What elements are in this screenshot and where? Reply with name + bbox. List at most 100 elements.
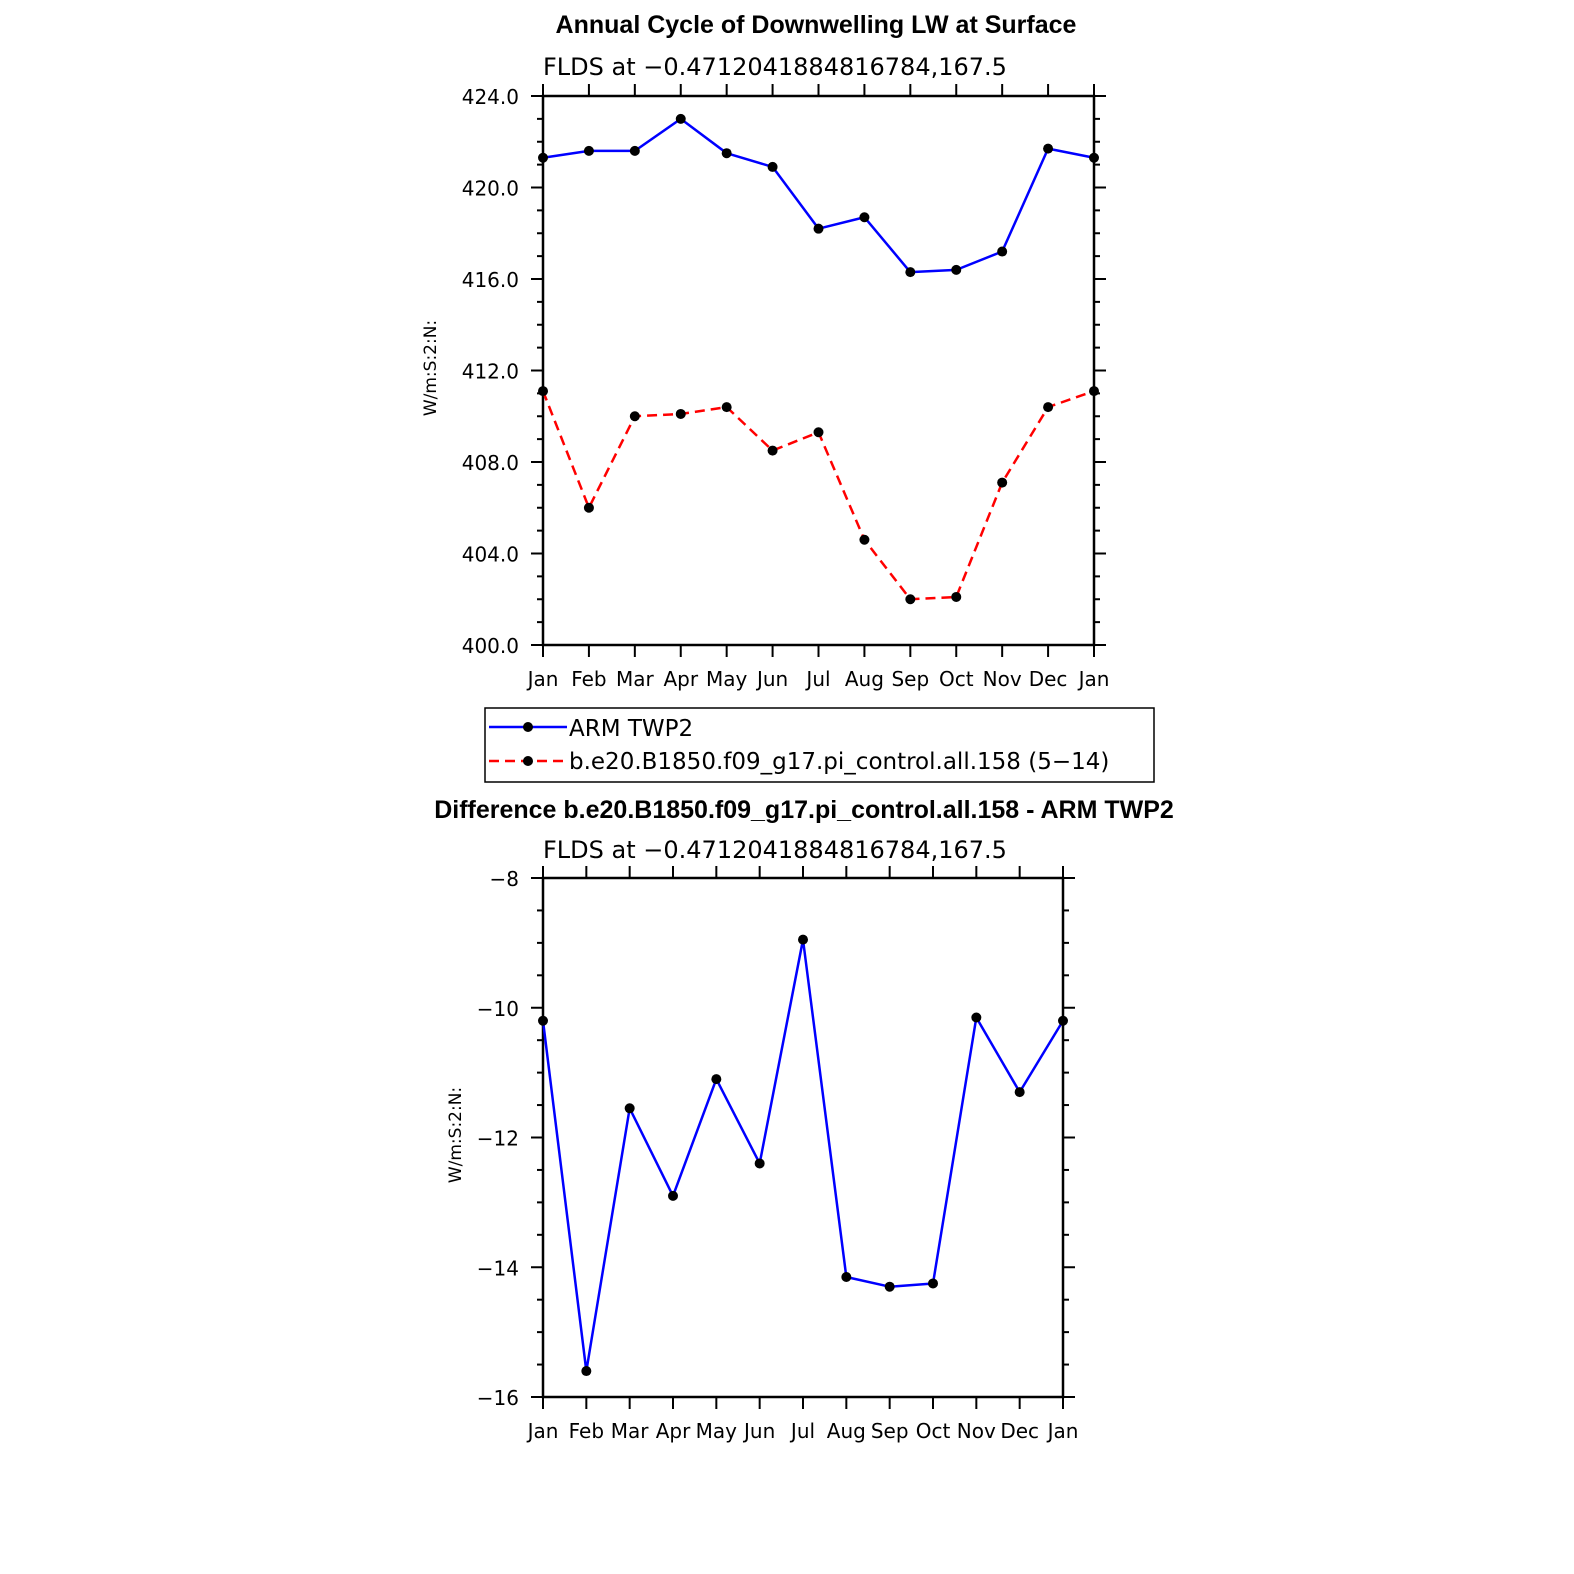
legend-marker-model [523, 756, 533, 766]
chart2-x-tick-label: Jul [789, 1419, 815, 1443]
chart2-series-0-point [971, 1012, 982, 1023]
chart1-series-1-point [1043, 402, 1054, 413]
chart2-series-0-point [668, 1190, 678, 1201]
chart1-x-tick-label: Oct [939, 667, 974, 691]
chart1-y-tick-label: 412.0 [462, 360, 519, 384]
chart1-series-0-point [905, 267, 916, 278]
chart2-x-tick-label: Mar [611, 1419, 650, 1443]
chart1-x-tick-label: Jan [1077, 667, 1110, 691]
chart2-series-0-point [538, 1015, 548, 1026]
chart2-title: Difference b.e20.B1850.f09_g17.pi_contro… [434, 796, 1174, 824]
chart1-series-0-point [951, 264, 962, 275]
chart1-plot-frame [541, 94, 1096, 647]
chart1-subtitle: FLDS at −0.4712041884816784,167.5 [543, 53, 1007, 81]
chart1-series-1-point [767, 445, 778, 456]
chart2-series-0-point [841, 1271, 852, 1282]
chart2-series-0-point [1014, 1087, 1025, 1098]
chart2-x-tick-label: Sep [871, 1419, 909, 1443]
chart1-y-axis-label: W/m:S:2:N: [421, 320, 441, 416]
chart1-x-tick-label: Dec [1029, 667, 1068, 691]
chart2-y-tick-label: −10 [477, 997, 519, 1021]
chart1-y-tick-label: 404.0 [462, 543, 519, 567]
chart1-series-0-point [721, 148, 732, 159]
chart2-x-tick-label: Jan [1046, 1419, 1079, 1443]
chart1-x-tick-label: Feb [571, 667, 606, 691]
chart1-x-tick-label: Jan [526, 667, 559, 691]
chart2-series-0-point [798, 934, 808, 945]
chart1-series-1-point [538, 386, 548, 397]
chart1-series-1-point [721, 402, 732, 413]
legend-label-arm: ARM TWP2 [569, 716, 693, 742]
chart1-series-1-point [997, 477, 1008, 488]
chart1-series-0-point [767, 161, 778, 172]
chart2-series-0-point [624, 1103, 635, 1114]
chart1-x-tick-label: Jul [804, 667, 830, 691]
chart1-series-0-point [859, 212, 870, 223]
chart2-y-tick-label: −16 [477, 1386, 519, 1410]
chart1-title: Annual Cycle of Downwelling LW at Surfac… [556, 11, 1077, 39]
chart2-y-tick-label: −12 [477, 1127, 519, 1151]
chart1-series [538, 113, 1099, 605]
chart2-x-tick-label: Jan [526, 1419, 559, 1443]
chart1-series-0-point [1043, 143, 1054, 154]
chart1-series-0-point [629, 145, 640, 156]
chart2-x-tick-label: Oct [916, 1419, 951, 1443]
annual-cycle-chart: Annual Cycle of Downwelling LW at Surfac… [421, 11, 1109, 691]
chart1-series-1-point [859, 534, 870, 545]
chart2-series [538, 934, 1068, 1377]
chart2-axes: Jan Feb Mar Apr May Jun Jul Aug Sep Oct Nov Dec Jan−… [477, 866, 1079, 1443]
chart1-x-tick-label: May [706, 667, 748, 691]
chart1-series-0-point [1089, 152, 1099, 163]
chart1-x-tick-label: Aug [845, 667, 884, 691]
chart1-series-0-point [675, 113, 686, 124]
chart1-series-line-1 [541, 389, 1095, 601]
chart2-x-tick-label: Jun [742, 1419, 775, 1443]
chart1-axes: Jan Feb Mar Apr May Jun Jul Aug Sep Oct Nov Dec Jan 4… [462, 84, 1110, 691]
chart1-series-0-point [813, 223, 824, 234]
chart2-series-0-point [711, 1074, 722, 1085]
chart1-x-tick-label: Mar [616, 667, 655, 691]
chart1-series-0-point [583, 145, 594, 156]
chart1-y-tick-label: 420.0 [462, 177, 519, 201]
chart2-x-tick-label: Nov [957, 1419, 996, 1443]
chart2-y-tick-label: −8 [490, 867, 519, 891]
chart2-x-tick-label: Apr [656, 1419, 691, 1443]
chart1-series-line-0 [542, 117, 1095, 274]
chart1-y-tick-label: 400.0 [462, 634, 519, 658]
chart1-series-1-point [1089, 386, 1099, 397]
chart1-x-tick-label: Apr [663, 667, 698, 691]
legend-box [484, 707, 1155, 783]
legend: ARM TWP2 b.e20.B1850.f09_g17.pi_control.… [484, 707, 1155, 783]
chart2-x-tick-label: Feb [569, 1419, 604, 1443]
chart1-series-1-point [675, 408, 686, 419]
chart1-series-1-point [813, 427, 824, 438]
chart2-x-tick-label: Aug [827, 1419, 866, 1443]
chart2-series-0-point [1058, 1015, 1068, 1026]
chart2-x-tick-label: Dec [1000, 1419, 1039, 1443]
chart2-plot-frame [541, 876, 1065, 1399]
legend-marker-arm [523, 722, 533, 732]
chart1-series-0-point [538, 152, 548, 163]
chart1-series-0-point [997, 246, 1008, 257]
legend-label-model: b.e20.B1850.f09_g17.pi_control.all.158 (… [569, 749, 1109, 775]
chart2-series-line-0 [541, 938, 1065, 1373]
chart1-y-tick-label: 408.0 [462, 451, 519, 475]
chart2-series-0-point [581, 1366, 592, 1377]
chart2-series-0-point [754, 1158, 765, 1169]
chart2-subtitle: FLDS at −0.4712041884816784,167.5 [543, 836, 1007, 864]
chart1-y-tick-label: 416.0 [462, 268, 519, 292]
chart1-y-tick-label: 424.0 [462, 85, 519, 109]
chart1-series-1-point [583, 502, 594, 513]
chart2-series-0-point [928, 1278, 938, 1289]
difference-chart: Difference b.e20.B1850.f09_g17.pi_contro… [434, 796, 1174, 1443]
chart2-series-0-point [884, 1281, 895, 1292]
chart2-y-axis-label: W/m:S:2:N: [446, 1087, 466, 1183]
chart2-x-tick-label: May [696, 1419, 738, 1443]
chart1-series-1-point [951, 591, 962, 602]
chart1-series-1-point [629, 411, 640, 422]
chart2-y-tick-label: −14 [477, 1256, 519, 1280]
chart1-x-tick-label: Jun [755, 667, 788, 691]
chart1-series-1-point [905, 594, 916, 605]
chart1-x-tick-label: Nov [983, 667, 1022, 691]
